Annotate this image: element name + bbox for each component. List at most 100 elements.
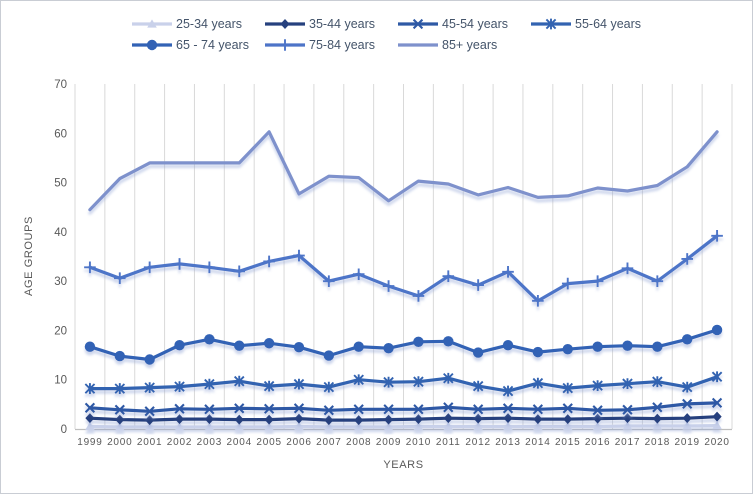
marker-diamond <box>443 413 453 424</box>
marker-triangle <box>147 19 157 28</box>
legend-item-45-54-years: 45-54 years <box>397 17 530 31</box>
x-tick-label: 2002 <box>167 437 192 448</box>
marker-triangle <box>294 421 304 431</box>
marker-plus <box>143 261 156 274</box>
marker-plus <box>442 270 455 283</box>
series-45-54-years <box>84 397 723 417</box>
marker-asterisk <box>293 378 305 390</box>
marker-asterisk <box>323 381 335 393</box>
series-25-34-years <box>85 420 722 431</box>
marker-diamond <box>682 413 692 424</box>
legend-label: 35-44 years <box>309 17 376 31</box>
marker-diamond <box>593 413 603 424</box>
x-axis-ticks: 1999 2000 2001 2002 2003 2004 2005 2006 2007 2008… <box>77 437 729 448</box>
marker-diamond <box>563 414 573 425</box>
series-line-65-74-years <box>88 328 719 362</box>
marker-circle <box>682 334 693 345</box>
legend-item-85-years: 85+ years <box>397 38 530 52</box>
marker-asterisk <box>233 375 245 387</box>
marker-plus <box>84 261 96 274</box>
marker-asterisk <box>443 372 454 384</box>
series-line-25-34-years <box>88 424 719 429</box>
marker-triangle <box>652 421 663 430</box>
marker-circle <box>293 341 305 353</box>
marker-x <box>144 406 155 417</box>
marker-triangle <box>712 420 722 430</box>
x-tick-label: 2019 <box>674 437 699 448</box>
marker-x <box>234 403 245 414</box>
legend-item-35-44-years: 35-44 years <box>264 17 397 31</box>
marker-triangle <box>473 421 483 431</box>
marker-diamond <box>115 414 125 425</box>
marker-x <box>84 402 96 413</box>
marker-x <box>293 403 305 414</box>
marker-diamond <box>264 414 274 425</box>
marker-circle <box>443 336 454 347</box>
marker-asterisk <box>711 371 723 383</box>
marker-circle <box>234 340 245 351</box>
series-35-44-years <box>85 411 722 426</box>
marker-asterisk <box>472 380 484 392</box>
marker-diamond <box>503 413 513 424</box>
marker-plus <box>502 265 514 278</box>
x-tick-label: 2015 <box>555 437 580 448</box>
legend-swatch <box>531 18 571 30</box>
marker-circle <box>622 340 633 351</box>
marker-plus <box>113 272 126 284</box>
x-tick-label: 2005 <box>256 437 281 448</box>
marker-triangle <box>562 421 573 431</box>
marker-circle <box>84 341 96 352</box>
marker-diamond <box>85 413 95 424</box>
marker-x <box>443 402 454 413</box>
legend-item-55-64-years: 55-64 years <box>530 17 663 31</box>
marker-plus <box>382 280 395 292</box>
series-line-35-44-years <box>88 415 719 422</box>
marker-x <box>114 404 125 415</box>
marker-asterisk <box>545 18 557 30</box>
legend-label: 65 - 74 years <box>176 38 249 52</box>
marker-triangle <box>383 422 394 431</box>
y-tick-label: 70 <box>54 79 67 91</box>
marker-x <box>413 404 424 415</box>
marker-diamond <box>204 414 214 425</box>
marker-plus <box>263 255 275 268</box>
y-tick-label: 30 <box>54 276 67 288</box>
marker-x <box>502 403 514 414</box>
y-axis-title: AGE GROUPS <box>23 216 35 296</box>
marker-circle <box>204 334 215 345</box>
marker-plus <box>279 39 291 51</box>
series-line-85-years <box>88 130 719 212</box>
marker-diamond <box>234 414 244 425</box>
x-tick-label: 2011 <box>436 437 461 448</box>
marker-circle <box>114 350 125 362</box>
marker-asterisk <box>562 382 574 394</box>
marker-circle <box>652 341 663 352</box>
marker-x <box>412 18 424 30</box>
legend-swatch <box>265 19 305 29</box>
marker-asterisk <box>502 385 514 397</box>
y-tick-label: 20 <box>54 325 67 337</box>
marker-plus <box>412 290 425 302</box>
marker-asterisk <box>204 378 215 390</box>
marker-triangle <box>353 422 364 431</box>
marker-plus <box>173 258 186 270</box>
marker-triangle <box>324 422 334 431</box>
marker-circle <box>472 347 484 358</box>
marker-asterisk <box>532 377 544 389</box>
x-tick-label: 2012 <box>465 437 490 448</box>
marker-triangle <box>264 422 274 431</box>
marker-diamond <box>174 414 185 425</box>
marker-plus <box>532 295 544 307</box>
x-tick-label: 2014 <box>525 437 550 448</box>
marker-x <box>711 397 723 409</box>
legend-item-25-34-years: 25-34 years <box>131 17 264 31</box>
marker-triangle <box>204 422 215 431</box>
legend-label: 85+ years <box>442 38 498 52</box>
marker-x <box>562 403 573 414</box>
legend-row: 25-34 years 35-44 years 45-54 years 55-64 y… <box>131 17 663 31</box>
marker-x <box>682 398 693 410</box>
marker-asterisk <box>622 378 633 390</box>
marker-triangle <box>533 421 543 431</box>
marker-triangle <box>85 421 95 431</box>
